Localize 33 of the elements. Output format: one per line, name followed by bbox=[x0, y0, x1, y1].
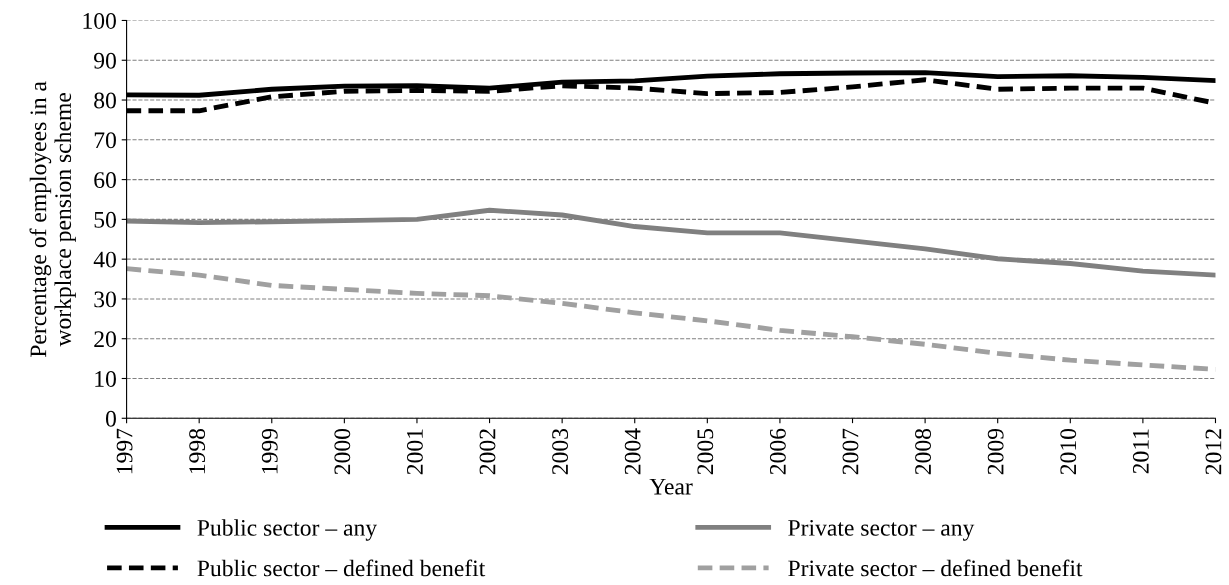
y-tick-label: 0 bbox=[105, 410, 116, 427]
y-tick-label: 70 bbox=[94, 132, 116, 149]
x-tick-label: 1998 bbox=[189, 428, 206, 474]
legend-label: Private sector – any bbox=[788, 519, 975, 541]
y-tick-label: 20 bbox=[94, 331, 116, 348]
y-tick-label: 10 bbox=[95, 370, 116, 387]
x-tick-label: 2012 bbox=[1205, 429, 1222, 475]
x-tick-label: 2005 bbox=[697, 428, 714, 475]
x-tick-label: 2011 bbox=[1132, 429, 1149, 474]
x-tick-label: 2003 bbox=[552, 428, 569, 475]
legend-label: Public sector – defined benefit bbox=[197, 559, 486, 577]
x-tick-label: 2002 bbox=[479, 429, 496, 475]
legend-label: Public sector – any bbox=[197, 519, 378, 541]
y-tick-label: 50 bbox=[94, 211, 116, 228]
y-tick-label: 30 bbox=[94, 291, 116, 308]
x-tick-label: 2004 bbox=[624, 428, 641, 475]
x-axis-title: Year bbox=[649, 478, 693, 495]
x-tick-label: 1999 bbox=[261, 428, 278, 474]
x-tick-label: 2008 bbox=[915, 428, 932, 475]
legend-label: Private sector – defined benefit bbox=[788, 559, 1083, 577]
y-tick-label: 40 bbox=[93, 251, 116, 268]
y-tick-label: 80 bbox=[94, 92, 116, 109]
x-tick-label: 2006 bbox=[769, 428, 786, 475]
x-tick-label: 2001 bbox=[406, 429, 423, 475]
y-tick-label: 100 bbox=[83, 12, 116, 29]
x-tick-label: 2007 bbox=[842, 428, 859, 475]
x-tick-label: 2000 bbox=[334, 428, 351, 475]
y-axis-title: Percentage of employees in a workplace pension scheme bbox=[29, 81, 76, 358]
x-tick-label: 2009 bbox=[987, 428, 1004, 475]
y-tick-label: 90 bbox=[94, 52, 116, 69]
x-tick-label: 1997 bbox=[116, 428, 133, 474]
y-tick-label: 60 bbox=[94, 172, 116, 189]
x-tick-label: 2010 bbox=[1060, 428, 1077, 475]
